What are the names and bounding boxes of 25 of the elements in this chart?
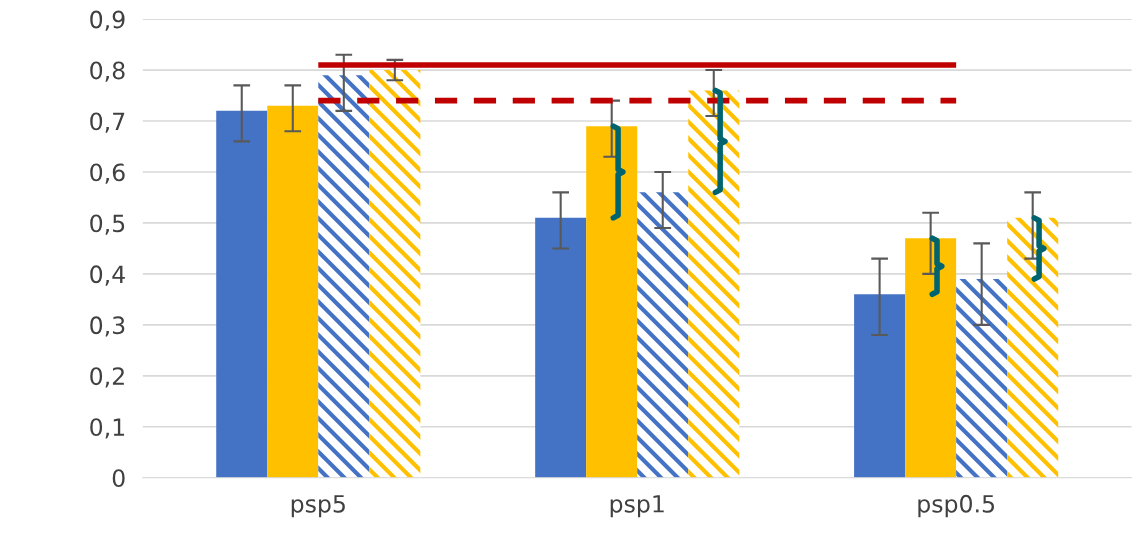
x-tick-label: psp5: [291, 495, 345, 518]
bar: [267, 105, 319, 478]
bar: [905, 238, 957, 478]
y-tick-label: 0,2: [90, 367, 124, 388]
bar: [369, 70, 421, 478]
y-tick-label: 0,9: [90, 10, 125, 31]
bar: [1007, 217, 1059, 478]
bar: [854, 294, 906, 478]
bar: [318, 75, 370, 478]
bar: [637, 192, 689, 478]
y-tick-label: 0,7: [90, 112, 125, 133]
bar: [688, 90, 740, 478]
x-tick-label: psp0.5: [918, 494, 995, 518]
y-tick-label: 0,3: [90, 316, 125, 337]
bar: [956, 279, 1008, 478]
bar: [535, 217, 587, 478]
y-tick-label: 0: [112, 469, 125, 488]
y-tick-label: 0,1: [90, 418, 125, 439]
y-tick-label: 0,5: [90, 214, 125, 235]
bar: [216, 110, 268, 478]
y-tick-label: 0,6: [90, 163, 125, 184]
y-tick-label: 0,4: [90, 265, 125, 286]
y-tick-label: 0,8: [90, 61, 125, 82]
x-tick-label: psp1: [610, 495, 664, 518]
bar: [586, 126, 638, 478]
